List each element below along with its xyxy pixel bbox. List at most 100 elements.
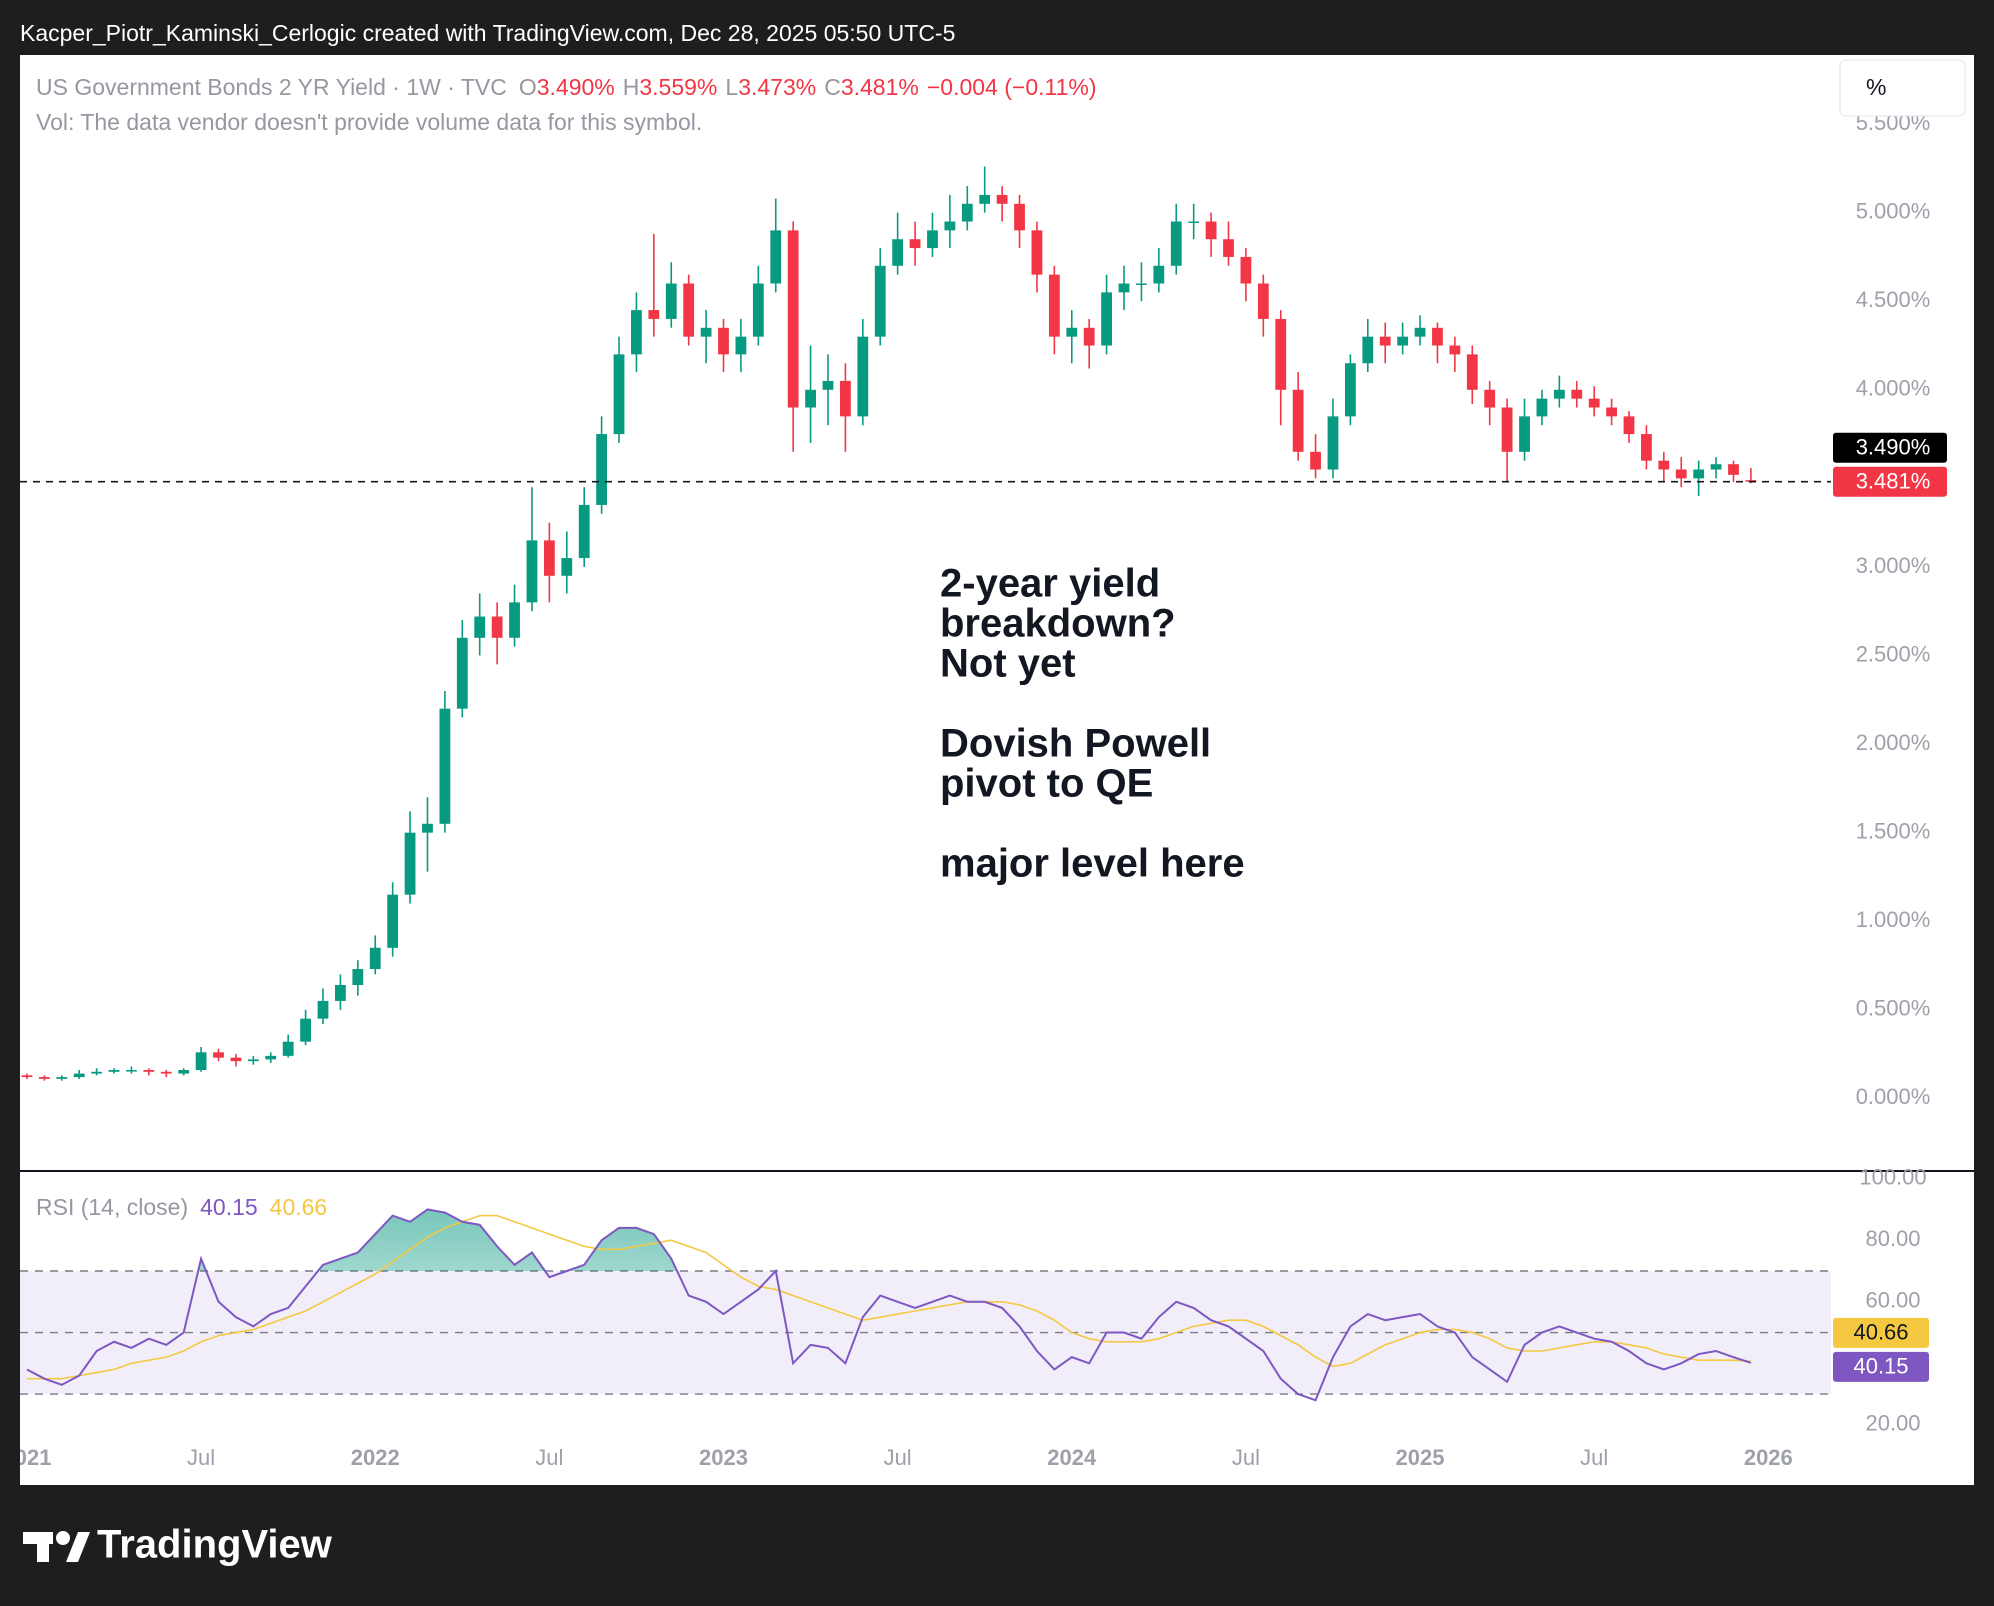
candle-body	[1432, 327, 1443, 346]
candle-body	[335, 985, 346, 1001]
candle-body	[822, 380, 834, 390]
candle-body	[300, 1018, 311, 1042]
ohlc-value: 3.490%	[537, 74, 615, 100]
annotation-line: major level here	[940, 842, 1245, 886]
candle-body	[683, 283, 695, 337]
candle-body	[874, 265, 886, 337]
y-tick-label: 80.00	[1865, 1226, 1920, 1251]
rsi-badge-label: 40.66	[1853, 1320, 1908, 1345]
ohlc-value: 3.481%	[841, 74, 919, 100]
x-tick-label: Jul	[535, 1445, 563, 1470]
rsi-badge	[1833, 1351, 1929, 1382]
y-tick-label: 3.000%	[1856, 553, 1931, 578]
candle-body	[961, 203, 973, 222]
y-tick-label: 1.500%	[1856, 818, 1931, 843]
price-badge	[1833, 466, 1947, 497]
candle-body	[282, 1041, 294, 1056]
chart-frame	[20, 55, 1974, 1485]
ohlc-name: H	[623, 74, 640, 100]
ohlc-value: 3.559%	[639, 74, 717, 100]
unit-button[interactable]	[1839, 59, 1966, 117]
y-tick-label: 20.00	[1865, 1411, 1920, 1436]
candle-body	[1310, 451, 1321, 470]
time-axis: 2021 Jul 2022 Jul 2023 Jul 2024 Jul 2025 Jul 2026	[2, 1431, 1793, 1470]
candle-body	[1292, 389, 1304, 452]
overbought-fill	[26, 1209, 1751, 1271]
candle-body	[561, 558, 573, 576]
candles	[21, 166, 1757, 1081]
candle-body	[1397, 336, 1409, 346]
y-tick-label: 0.500%	[1856, 996, 1931, 1021]
candle-body	[1188, 221, 1200, 224]
candle-body	[613, 354, 625, 435]
candle-body	[770, 230, 782, 284]
candle-body	[1414, 327, 1426, 337]
x-tick-label: 2021	[2, 1445, 51, 1470]
candle-body	[1484, 389, 1496, 408]
annotation-line: pivot to QE	[940, 762, 1153, 806]
candle-body	[927, 230, 938, 249]
candle-body	[1675, 469, 1687, 479]
candle-body	[1362, 336, 1374, 364]
y-tick-label: 4.000%	[1856, 376, 1931, 401]
x-tick-label: 2023	[699, 1445, 748, 1470]
candle-body	[230, 1057, 242, 1062]
logo-icon	[66, 1532, 90, 1562]
candle-body	[491, 616, 503, 638]
y-tick-label: 4.500%	[1856, 287, 1931, 312]
candle-body	[456, 637, 468, 709]
candle-body	[596, 434, 608, 505]
rsi-value: 40.15	[200, 1194, 258, 1220]
candle-body	[439, 708, 451, 824]
candle-body	[21, 1075, 33, 1078]
y-tick-label: 100.00	[1859, 1165, 1926, 1190]
rsi-value: 40.66	[270, 1194, 328, 1220]
ohlc-name: L	[725, 74, 738, 100]
y-tick-label: 0.000%	[1856, 1084, 1931, 1109]
candle-body	[944, 221, 956, 231]
y-tick-label: 5.000%	[1856, 198, 1931, 223]
candle-body	[1519, 416, 1530, 452]
candle-body	[1466, 354, 1478, 390]
x-tick-label: Jul	[884, 1445, 912, 1470]
candle-body	[178, 1070, 190, 1074]
annotation-line: Not yet	[940, 642, 1076, 686]
candle-body	[839, 380, 851, 417]
logo-icon	[56, 1531, 70, 1545]
candle-body	[979, 194, 991, 204]
x-tick-label: 2022	[351, 1445, 400, 1470]
candle-body	[404, 832, 416, 895]
candle-body	[996, 194, 1008, 204]
chart-layer: 0.000% 0.500% 1.000% 1.500% 2.000% 2.500% 3.00…	[2, 74, 1974, 1470]
rsi-title: RSI (14, close)	[36, 1194, 188, 1220]
candle-body	[1710, 464, 1722, 470]
candle-body	[422, 823, 433, 833]
candle-body	[1014, 203, 1025, 231]
candle-body	[700, 327, 712, 337]
rsi-legend: RSI (14, close) 40.15 40.66	[36, 1194, 327, 1220]
candle-body	[1101, 292, 1112, 346]
candle-body	[631, 310, 642, 355]
legend: US Government Bonds 2 YR Yield · 1W · TV…	[36, 74, 1096, 100]
volume-note: Vol: The data vendor doesn't provide vol…	[36, 109, 702, 135]
candle-body	[1553, 389, 1565, 399]
x-tick-label: Jul	[1580, 1445, 1608, 1470]
unit-label[interactable]: %	[1866, 74, 1886, 100]
candle-body	[909, 239, 921, 249]
candle-body	[1536, 398, 1548, 417]
candle-body	[1379, 336, 1391, 346]
price-badge-label: 3.481%	[1856, 469, 1931, 494]
candle-body	[1240, 256, 1252, 284]
candle-body	[1066, 327, 1078, 337]
rsi-badge	[1833, 1317, 1929, 1348]
x-tick-label: Jul	[187, 1445, 215, 1470]
candle-body	[1728, 464, 1739, 475]
candle-body	[91, 1071, 103, 1074]
candle-body	[73, 1073, 85, 1078]
logo: TradingView	[23, 1523, 333, 1567]
rsi-lines	[26, 1208, 1752, 1402]
candle-body	[665, 283, 677, 319]
candle-body	[1223, 239, 1234, 257]
candle-body	[1623, 416, 1635, 435]
